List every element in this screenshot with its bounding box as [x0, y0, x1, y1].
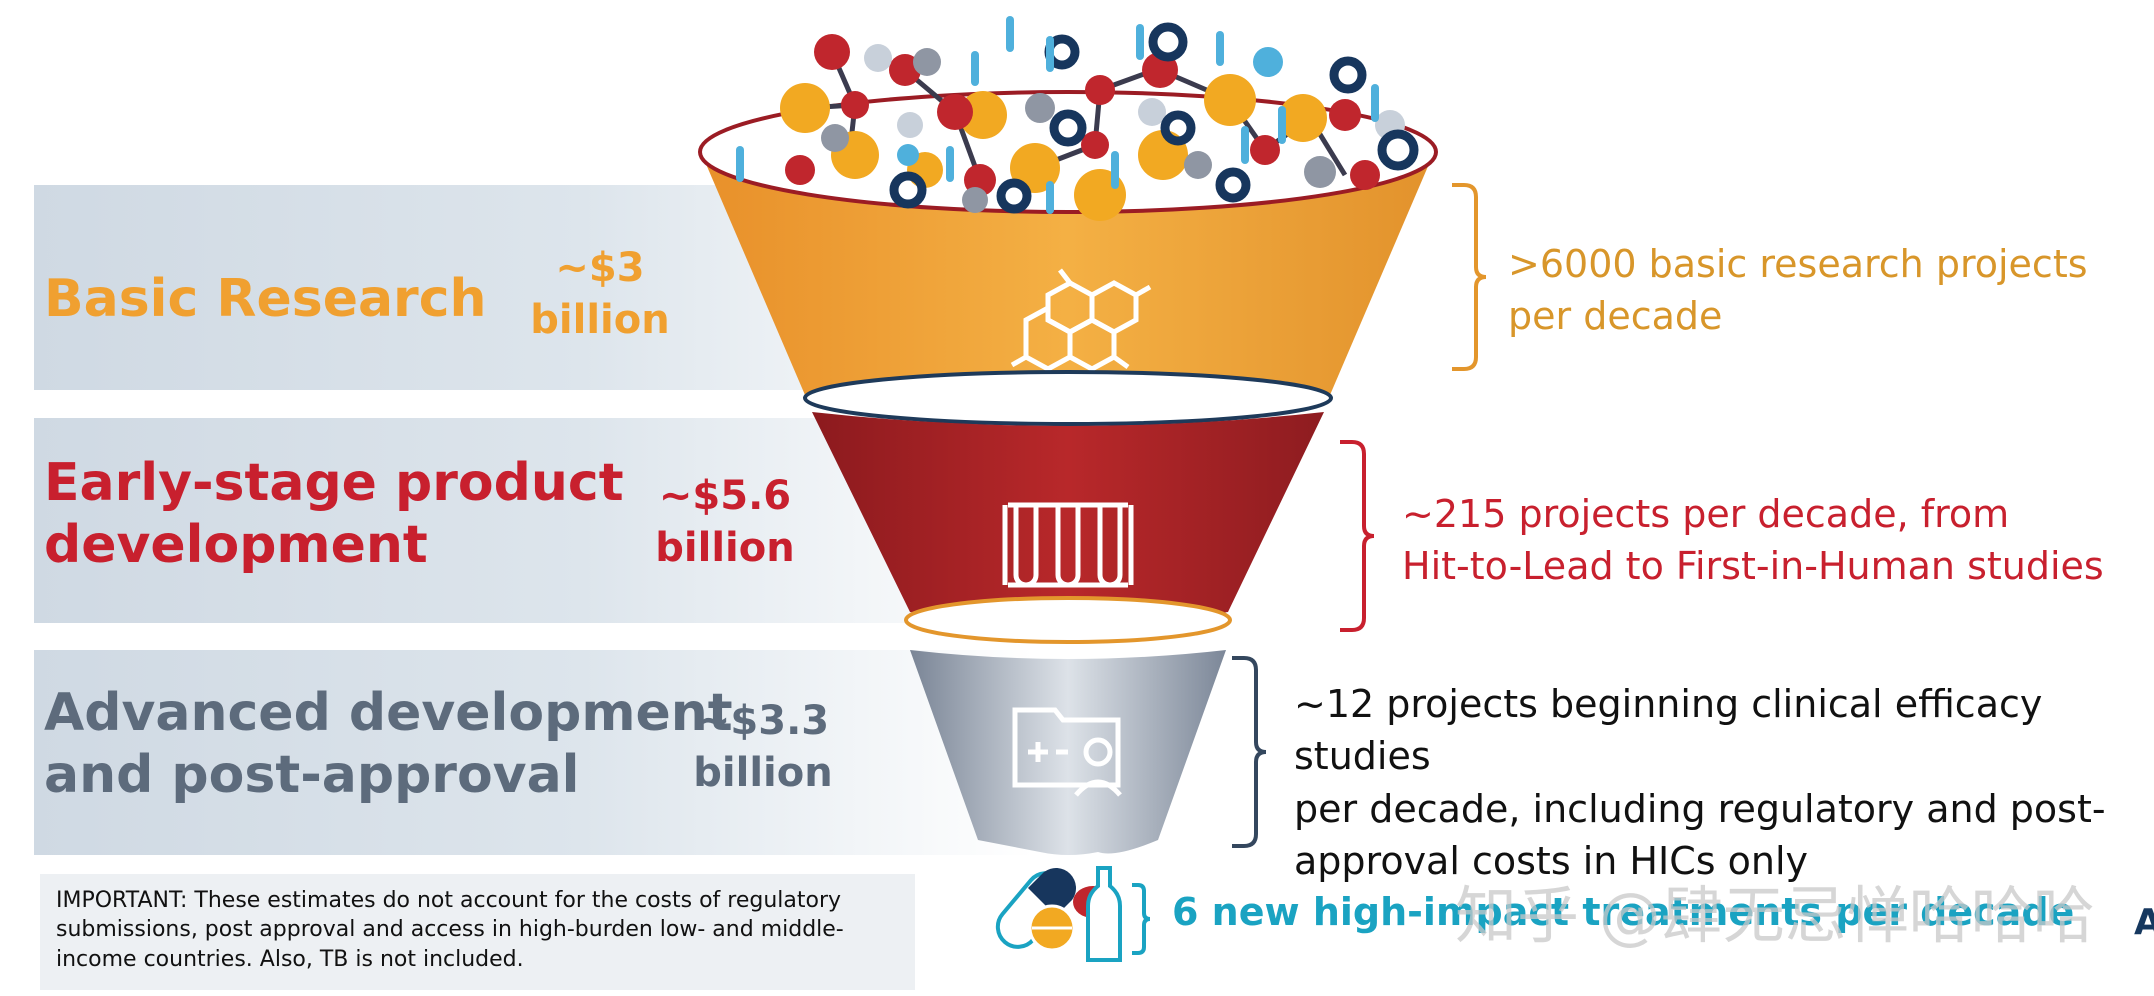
bracket-early [1340, 440, 1375, 632]
cost-advanced: ~$3.3 billion [688, 695, 838, 799]
desc-line: ~12 projects beginning clinical efficacy… [1294, 682, 2043, 779]
cropped-edge-letter: A [2134, 902, 2154, 943]
desc-line: Hit-to-Lead to First-in-Human studies [1402, 544, 2104, 589]
pills-icon [995, 866, 1122, 962]
desc-line: per decade [1508, 294, 1723, 339]
bracket-basic [1452, 183, 1487, 371]
desc-line: >6000 basic research projects [1508, 242, 2088, 286]
cost-amount: ~$3.3 [696, 698, 830, 744]
stage-name-line: Early-stage product [44, 453, 624, 513]
desc-line: approval costs in HICs only [1294, 839, 1808, 884]
funnel-section-basic [698, 90, 1438, 413]
stage-name-line: Advanced development [44, 683, 733, 743]
patient-folder-icon [1012, 707, 1122, 797]
funnel-ring [803, 370, 1333, 426]
bracket-advanced [1232, 656, 1267, 848]
bracket-outcome [1132, 883, 1151, 955]
stage-name-line: and post-approval [44, 745, 580, 806]
cost-unit: billion [655, 525, 795, 571]
important-note: IMPORTANT: These estimates do not accoun… [40, 874, 915, 990]
desc-line: ~215 projects per decade, from [1402, 492, 2010, 536]
test-tubes-icon [1002, 502, 1134, 588]
desc-basic: >6000 basic research projects per decade [1508, 238, 2088, 343]
cost-basic: ~$3 billion [530, 242, 670, 346]
stage-name-line: development [44, 515, 428, 576]
watermark: 知乎 @肆无忌惮哈哈哈 [1455, 879, 2095, 952]
outcome-text: 6 new high-impact treatments per decade [1172, 890, 2075, 934]
funnel-ring [904, 596, 1232, 644]
cost-amount: ~$3 [555, 245, 645, 291]
cost-unit: billion [530, 297, 670, 343]
hexagon-molecule-icon [1010, 268, 1152, 372]
stage-name-line: Basic Research [44, 269, 487, 329]
funnel-section-early [812, 412, 1324, 626]
desc-line: per decade, including regulatory and pos… [1294, 786, 2106, 831]
desc-early: ~215 projects per decade, from Hit-to-Le… [1402, 488, 2104, 593]
stage-name-advanced: Advanced development and post-approval [44, 682, 733, 807]
cost-early: ~$5.6 billion [650, 470, 800, 574]
stage-name-early: Early-stage product development [44, 452, 624, 577]
desc-advanced: ~12 projects beginning clinical efficacy… [1294, 678, 2154, 888]
cost-amount: ~$5.6 [658, 473, 792, 519]
cost-unit: billion [693, 750, 833, 796]
stage-name-basic: Basic Research [44, 268, 487, 330]
stage-band-advanced [34, 650, 1034, 855]
molecules-icon [736, 16, 1419, 221]
